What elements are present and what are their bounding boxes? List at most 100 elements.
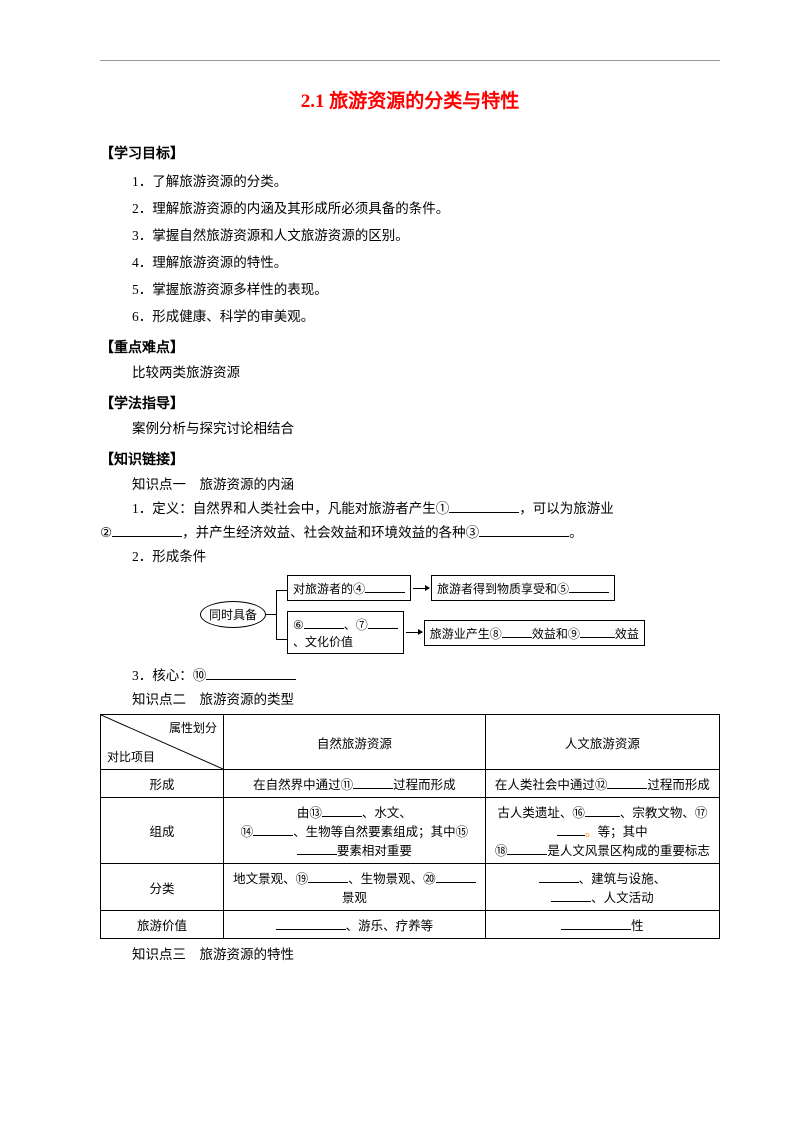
arrow-icon [406,632,422,633]
blank-9 [580,624,615,638]
blank-4 [365,579,405,593]
cell-formation-human: 在人类社会中通过⑫过程而形成 [485,770,719,798]
t-r1c1b: 过程而形成 [393,778,456,792]
kp2-heading: 知识点二 旅游资源的类型 [132,688,720,708]
diagram-box-bottom-right: 旅游业产生⑧效益和⑨效益 [424,620,645,646]
keypoints-heading: 【重点难点】 [100,337,720,357]
kp1-def2-mid: ，并产生经济效益、社会效益和环境效益的各种③ [182,525,479,540]
t-r1c1a: 在自然界中通过⑪ [253,778,353,792]
blank-cls1 [539,869,579,883]
t-r2c2c: 等；其中 [598,825,648,839]
page-title: 2.1 旅游资源的分类与特性 [100,86,720,113]
t-r4c1: 、游乐、疗养等 [346,919,434,933]
blank-10 [206,666,296,680]
d-br-t1: 旅游业产生⑧ [430,627,502,641]
blank-6 [304,615,344,629]
objective-item: 6．形成健康、科学的审美观。 [132,305,720,325]
t-r4c2: 性 [631,919,644,933]
cell-classification-natural: 地文景观、⑲、生物景观、⑳景观 [224,864,486,911]
cell-formation-natural: 在自然界中通过⑪ 过程而形成 [224,770,486,798]
cell-value-human: 性 [485,911,719,939]
arrow-icon [413,588,429,589]
blank-2 [112,523,182,537]
kp3-heading: 知识点三 旅游资源的特性 [132,943,720,963]
objective-item: 1．了解旅游资源的分类。 [132,170,720,190]
t-r3c2a: 、建筑与设施、 [579,872,667,886]
blank-18 [507,841,547,855]
keypoints-text: 比较两类旅游资源 [132,361,720,381]
t-r2c2d: ⑱ [495,844,508,858]
row-head-composition: 组成 [101,798,224,864]
orange-dot-icon: 。 [585,825,598,839]
connector [266,614,276,615]
d-bl-t1: ⑥ [293,618,304,632]
d-bl-t3: 、文化价值 [293,635,353,649]
blank-1 [449,499,519,513]
col-header-human: 人文旅游资源 [485,715,719,770]
formation-diagram: 同时具备 对旅游者的④ 旅游者得到物质享受和⑤ ⑥ 、⑦ 、文化价值 旅游业产生⑧效… [200,573,720,656]
row-head-formation: 形成 [101,770,224,798]
table-row: 形成 在自然界中通过⑪ 过程而形成 在人类社会中通过⑫过程而形成 [101,770,720,798]
objective-item: 4．理解旅游资源的特性。 [132,251,720,271]
links-heading: 【知识链接】 [100,449,720,469]
cell-value-natural: 、游乐、疗养等 [224,911,486,939]
objective-item: 3．掌握自然旅游资源和人文旅游资源的区别。 [132,224,720,244]
diagram-bottom-row: ⑥ 、⑦ 、文化价值 旅游业产生⑧效益和⑨效益 [287,611,645,654]
blank-19 [308,869,348,883]
t-r2c1b: 、水文、 [362,806,412,820]
row-head-value: 旅游价值 [101,911,224,939]
diag-bottom-left: 对比项目 [107,748,155,765]
t-r1c2a: 在人类社会中通过⑫ [495,778,608,792]
blank-13 [322,803,362,817]
top-rule [100,60,720,61]
diagram-center-oval: 同时具备 [200,601,266,628]
blank-5 [569,579,609,593]
cell-classification-human: 、建筑与设施、、人文活动 [485,864,719,911]
table-row: 分类 地文景观、⑲、生物景观、⑳景观 、建筑与设施、、人文活动 [101,864,720,911]
blank-cls2 [551,888,591,902]
diagram-box-top-left: 对旅游者的④ [287,575,411,601]
t-r2c1a: 由⑬ [297,806,322,820]
kp1-definition-line2: ② ，并产生经济效益、社会效益和环境效益的各种③ 。 [100,521,720,541]
table-row: 旅游价值 、游乐、疗养等 性 [101,911,720,939]
t-r2c1c: ⑭ [241,825,254,839]
kp1-core: 3．核心：⑩ [132,664,720,684]
t-r3c2b: 、人文活动 [591,891,654,905]
blank-7 [368,615,398,629]
diagram-box-bottom-left: ⑥ 、⑦ 、文化价值 [287,611,404,654]
table-row: 属性划分 对比项目 自然旅游资源 人文旅游资源 [101,715,720,770]
blank-val1 [276,916,346,930]
t-r3c1c: 景观 [342,891,367,905]
d-bl-t2: 、⑦ [344,618,368,632]
kp1-heading: 知识点一 旅游资源的内涵 [132,473,720,493]
table-diagonal-header: 属性划分 对比项目 [101,715,224,770]
diag-top-right: 属性划分 [169,719,217,736]
row-head-classification: 分类 [101,864,224,911]
blank-12 [607,775,647,789]
objective-item: 2．理解旅游资源的内涵及其形成所必须具备的条件。 [132,197,720,217]
method-heading: 【学法指导】 [100,393,720,413]
t-r2c2a: 古人类遗址、⑯ [497,806,585,820]
kp1-def-mid1: ，可以为旅游业 [519,501,614,516]
diagram-top-row: 对旅游者的④ 旅游者得到物质享受和⑤ [287,575,645,601]
blank-16 [585,803,620,817]
t-r2c2e: 是人文风景区构成的重要标志 [547,844,710,858]
blank-11 [353,775,393,789]
blank-15 [297,841,337,855]
kp1-def2-pre: ② [100,525,112,540]
kp1-def-pre: 1．定义：自然界和人类社会中，凡能对旅游者产生① [132,501,449,516]
blank-17 [557,822,585,836]
blank-8 [502,624,532,638]
kp1-def2-end: 。 [569,525,583,540]
bracket [276,590,277,640]
kp1-condition-label: 2．形成条件 [132,545,720,565]
d-tl-text: 对旅游者的④ [293,582,365,596]
t-r2c2b: 、宗教文物、⑰ [620,806,708,820]
t-r3c1a: 地文景观、⑲ [233,872,308,886]
method-text: 案例分析与探究讨论相结合 [132,417,720,437]
col-header-natural: 自然旅游资源 [224,715,486,770]
table-row: 组成 由⑬、水文、 ⑭、生物等自然要素组成；其中⑮要素相对重要 古人类遗址、⑯、… [101,798,720,864]
objective-item: 5．掌握旅游资源多样性的表现。 [132,278,720,298]
blank-val2 [561,916,631,930]
diagram-box-top-right: 旅游者得到物质享受和⑤ [431,575,615,601]
